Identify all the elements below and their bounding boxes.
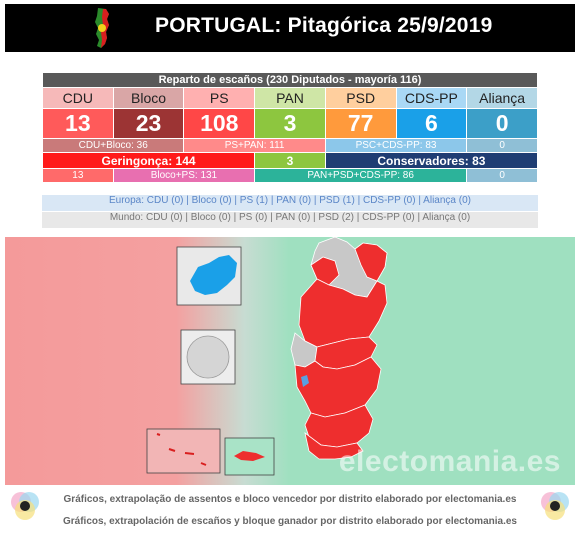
- abroad-results: Europa: CDU (0) | Bloco (0) | PS (1) | P…: [42, 195, 538, 229]
- seats-cds: 6: [395, 108, 468, 139]
- combo-alianca: 0: [466, 138, 538, 153]
- combo-cdu-bloco: CDU+Bloco: 36: [41, 138, 185, 153]
- seats-cdu: 13: [42, 108, 114, 139]
- seat-table: Reparto de escaños (230 Diputados - mayo…: [41, 72, 539, 183]
- party-name-ps: PS: [183, 87, 256, 109]
- europe-results: Europa: CDU (0) | Bloco (0) | PS (1) | P…: [42, 195, 538, 211]
- seats-ps: 108: [183, 108, 256, 139]
- seats-bloco: 23: [112, 108, 185, 139]
- footer-line-es: Gráficos, extrapolación de escaños y blo…: [62, 516, 517, 527]
- portugal-mainland: [290, 237, 388, 460]
- combo-pan-psd-cds: PAN+PSD+CDS-PP: 86: [254, 168, 468, 183]
- madeira-inset: [224, 437, 275, 476]
- portugal-flag-icon: [95, 8, 109, 48]
- party-name-alianca: Aliança: [466, 87, 538, 109]
- combo-ps-pan: PS+PAN: 111: [183, 138, 326, 153]
- combo-psd-cds: PSC+CDS-PP: 83: [324, 138, 468, 153]
- party-name-bloco: Bloco: [112, 87, 185, 109]
- seats-alianca: 0: [466, 108, 538, 139]
- world-inset: [180, 329, 236, 385]
- party-name-pan: PAN: [254, 87, 326, 109]
- bloc-conservadores: Conservadores: 83: [324, 152, 539, 169]
- seats-pan: 3: [254, 108, 326, 139]
- bloc-geringonca: Geringonça: 144: [41, 152, 256, 169]
- map-svg: [5, 237, 575, 485]
- seats-psd: 77: [324, 108, 397, 139]
- district-map: electomania.es: [5, 237, 575, 485]
- combo-alianca-2: 0: [466, 168, 538, 183]
- header-bar: PORTUGAL: Pitagórica 25/9/2019: [5, 4, 575, 52]
- footer-line-pt: Gráficos, extrapolação de assentos e blo…: [63, 494, 517, 505]
- table-caption: Reparto de escaños (230 Diputados - mayo…: [42, 72, 538, 88]
- azores-inset: [146, 428, 221, 474]
- footer: Gráficos, extrapolação de assentos e blo…: [5, 485, 575, 537]
- watermark: electomania.es: [338, 445, 561, 478]
- party-name-cdu: CDU: [42, 87, 114, 109]
- combo-bloco-ps: Bloco+PS: 131: [112, 168, 256, 183]
- party-name-psd: PSD: [324, 87, 397, 109]
- bloc-pan: 3: [254, 152, 326, 169]
- electomania-logo-icon: [11, 492, 39, 520]
- europe-inset: [176, 246, 242, 306]
- world-results: Mundo: CDU (0) | Bloco (0) | PS (0) | PA…: [42, 212, 538, 228]
- page-title: PORTUGAL: Pitagórica 25/9/2019: [155, 14, 493, 37]
- combo-cdu-only: 13: [42, 168, 114, 183]
- electomania-logo-icon-right: [541, 492, 569, 520]
- party-name-cds: CDS-PP: [395, 87, 468, 109]
